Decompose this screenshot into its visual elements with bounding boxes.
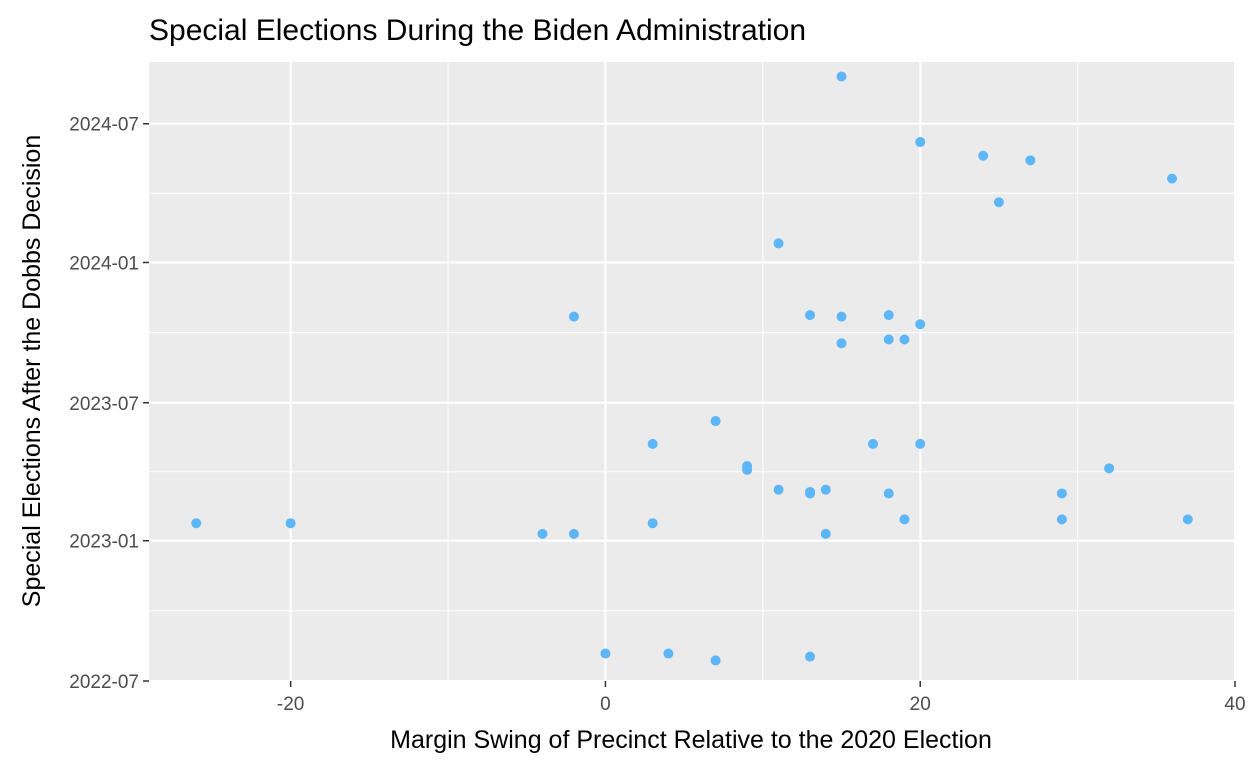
scatter-point xyxy=(773,238,784,249)
scatter-point xyxy=(868,438,878,449)
x-tick-label: -20 xyxy=(277,694,304,715)
grid-lines xyxy=(149,62,1236,682)
scatter-point xyxy=(663,648,674,659)
y-tick-label: 2024-01 xyxy=(69,253,139,274)
scatter-point xyxy=(915,319,926,330)
scatter-point xyxy=(805,310,816,321)
scatter-point xyxy=(915,438,926,449)
scatter-point xyxy=(710,655,721,666)
x-tick-label: 20 xyxy=(910,694,931,715)
scatter-point xyxy=(899,334,910,345)
scatter-point xyxy=(1056,514,1067,525)
scatter-point xyxy=(899,514,910,525)
scatter-point xyxy=(600,648,611,659)
scatter-point xyxy=(836,71,847,82)
scatter-point xyxy=(883,310,894,321)
scatter-point xyxy=(742,464,753,475)
scatter-point xyxy=(978,150,989,161)
x-axis-title: Margin Swing of Precinct Relative to the… xyxy=(390,726,992,754)
scatter-point xyxy=(537,528,548,539)
scatter-point xyxy=(710,416,721,427)
y-tick-label: 2023-01 xyxy=(69,532,139,553)
x-tick-label: 40 xyxy=(1224,694,1245,715)
scatter-point xyxy=(568,311,579,322)
scatter-point xyxy=(1056,488,1067,499)
y-tick-label: 2022-07 xyxy=(69,672,139,693)
scatter-point xyxy=(773,484,784,495)
scatter-point xyxy=(285,518,296,529)
scatter-point xyxy=(1104,463,1115,474)
scatter-point xyxy=(647,438,658,449)
scatter-point xyxy=(647,518,658,529)
scatter-point xyxy=(805,651,816,662)
scatter-point xyxy=(883,488,894,499)
x-axis-ticks: -20 0 20 40 xyxy=(277,681,1246,715)
scatter-point xyxy=(1025,155,1036,166)
scatter-point xyxy=(836,338,847,349)
scatter-point xyxy=(915,137,926,148)
scatter-point xyxy=(1182,514,1193,525)
y-axis-ticks: 2022-07 2023-01 2023-07 2024-01 2024-07 xyxy=(69,115,149,693)
y-tick-label: 2023-07 xyxy=(69,394,139,415)
scatter-point xyxy=(993,197,1004,208)
scatter-point xyxy=(820,484,831,495)
scatter-point xyxy=(191,518,202,529)
y-axis-title: Special Elections After the Dobbs Decisi… xyxy=(18,135,46,607)
x-tick-label: 0 xyxy=(600,694,611,715)
data-points xyxy=(191,71,1193,666)
scatter-point xyxy=(836,311,847,322)
chart-title: Special Elections During the Biden Admin… xyxy=(149,14,806,47)
scatter-point xyxy=(820,528,831,539)
scatter-point xyxy=(883,334,894,345)
scatter-point xyxy=(1167,173,1178,184)
plot-panel xyxy=(149,62,1235,681)
scatter-point xyxy=(805,488,816,499)
y-tick-label: 2024-07 xyxy=(69,115,139,136)
scatter-point xyxy=(568,528,579,539)
